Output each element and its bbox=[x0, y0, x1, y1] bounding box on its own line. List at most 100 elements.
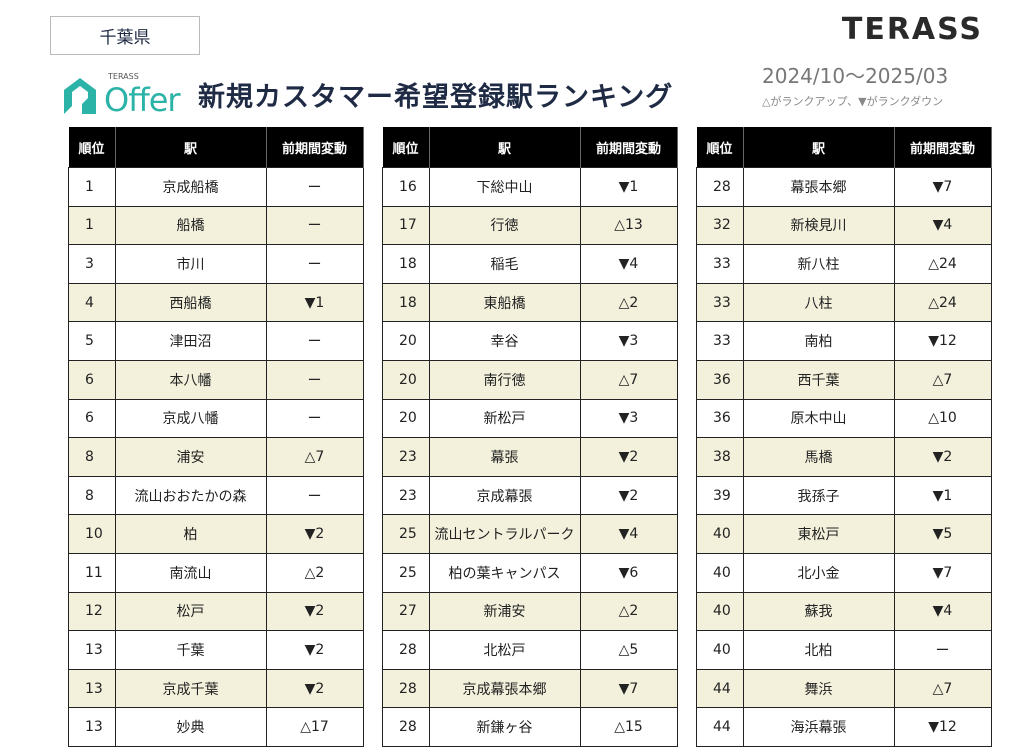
station-cell: 八柱 bbox=[742, 282, 895, 323]
station-cell: 幕張 bbox=[428, 437, 581, 477]
rank-cell: 40 bbox=[696, 514, 744, 554]
table-row: 3 市川ー bbox=[68, 244, 364, 284]
table-row: 33 南柏 ▼12 bbox=[696, 321, 992, 361]
station-cell: 海浜幕張 bbox=[742, 707, 895, 747]
rank-cell: 18 bbox=[382, 282, 430, 323]
change-cell: ー bbox=[265, 398, 364, 439]
station-cell: 舞浜 bbox=[742, 668, 895, 709]
change-cell: ー bbox=[265, 475, 364, 516]
rank-cell: 25 bbox=[382, 552, 430, 593]
rank-cell: 3 bbox=[68, 244, 116, 284]
change-cell: ー bbox=[265, 205, 364, 246]
table-row: 4 西船橋 ▼1 bbox=[68, 282, 364, 323]
change-cell: ▼2 bbox=[265, 591, 364, 632]
table-row: 36 原木中山 △10 bbox=[696, 398, 992, 439]
column-header: 駅 bbox=[743, 127, 895, 168]
rank-cell: 33 bbox=[696, 244, 744, 284]
table-header: 順位駅前期間変動 bbox=[696, 127, 992, 168]
change-cell: ▼2 bbox=[893, 437, 992, 477]
change-cell: ▼2 bbox=[265, 514, 364, 554]
table-row: 5 津田沼ー bbox=[68, 321, 364, 361]
rank-cell: 33 bbox=[696, 282, 744, 323]
change-cell: ▼3 bbox=[579, 321, 678, 361]
rank-cell: 13 bbox=[68, 668, 116, 709]
column-header: 前期間変動 bbox=[580, 127, 678, 168]
change-cell: ▼7 bbox=[893, 552, 992, 593]
station-cell: 市川 bbox=[114, 244, 267, 284]
table-header: 順位駅前期間変動 bbox=[382, 127, 678, 168]
station-cell: 南柏 bbox=[742, 321, 895, 361]
table-row: 18 稲毛 ▼4 bbox=[382, 244, 678, 284]
rank-cell: 6 bbox=[68, 359, 116, 400]
station-cell: 蘇我 bbox=[742, 591, 895, 632]
station-cell: 幸谷 bbox=[428, 321, 581, 361]
rank-cell: 17 bbox=[382, 205, 430, 246]
station-cell: 流山おおたかの森 bbox=[114, 475, 267, 516]
table-row: 28 幕張本郷 ▼7 bbox=[696, 167, 992, 207]
rank-cell: 36 bbox=[696, 398, 744, 439]
rank-cell: 6 bbox=[68, 398, 116, 439]
rank-cell: 10 bbox=[68, 514, 116, 554]
station-cell: 京成八幡 bbox=[114, 398, 267, 439]
station-cell: 津田沼 bbox=[114, 321, 267, 361]
station-cell: 稲毛 bbox=[428, 244, 581, 284]
change-cell: ▼4 bbox=[579, 514, 678, 554]
table-row: 40 東松戸 ▼5 bbox=[696, 514, 992, 554]
rank-cell: 33 bbox=[696, 321, 744, 361]
change-cell: ー bbox=[893, 630, 992, 670]
rank-cell: 13 bbox=[68, 630, 116, 670]
table-row: 40 北小金 ▼7 bbox=[696, 552, 992, 593]
rank-cell: 12 bbox=[68, 591, 116, 632]
table-row: 8 流山おおたかの森ー bbox=[68, 475, 364, 516]
table-row: 28 北松戸 △5 bbox=[382, 630, 678, 670]
prefecture-label: 千葉県 bbox=[50, 16, 200, 55]
station-cell: 本八幡 bbox=[114, 359, 267, 400]
rank-cell: 1 bbox=[68, 205, 116, 246]
table-row: 32 新検見川 ▼4 bbox=[696, 205, 992, 246]
change-cell: △17 bbox=[265, 707, 364, 747]
change-cell: △5 bbox=[579, 630, 678, 670]
terass-brand-logo: TERASS bbox=[841, 12, 983, 47]
ranking-table-2: 順位駅前期間変動 16 下総中山 ▼1 17 行徳 △13 18 稲毛 ▼4 18 東船橋 △2 20 幸谷… bbox=[382, 127, 678, 747]
station-cell: 馬橋 bbox=[742, 437, 895, 477]
station-cell: 行徳 bbox=[428, 205, 581, 246]
station-cell: 京成幕張 bbox=[428, 475, 581, 516]
table-row: 20 新松戸 ▼3 bbox=[382, 398, 678, 439]
rank-cell: 39 bbox=[696, 475, 744, 516]
change-cell: △7 bbox=[893, 359, 992, 400]
rank-cell: 5 bbox=[68, 321, 116, 361]
legend: △がランクアップ、▼がランクダウン bbox=[762, 95, 944, 108]
station-cell: 流山セントラルパーク bbox=[428, 514, 581, 554]
table-row: 1 船橋ー bbox=[68, 205, 364, 246]
rank-cell: 36 bbox=[696, 359, 744, 400]
rank-cell: 25 bbox=[382, 514, 430, 554]
station-cell: 柏の葉キャンパス bbox=[428, 552, 581, 593]
change-cell: ▼7 bbox=[579, 668, 678, 709]
change-cell: ▼1 bbox=[579, 167, 678, 207]
table-row: 40 蘇我 ▼4 bbox=[696, 591, 992, 632]
table-row: 20 幸谷 ▼3 bbox=[382, 321, 678, 361]
table-row: 40 北柏ー bbox=[696, 630, 992, 670]
station-cell: 京成船橋 bbox=[114, 167, 267, 207]
change-cell: ▼12 bbox=[893, 321, 992, 361]
station-cell: 幕張本郷 bbox=[742, 167, 895, 207]
station-cell: 新浦安 bbox=[428, 591, 581, 632]
rank-cell: 13 bbox=[68, 707, 116, 747]
station-cell: 新鎌ヶ谷 bbox=[428, 707, 581, 747]
change-cell: ▼2 bbox=[579, 437, 678, 477]
rank-cell: 20 bbox=[382, 359, 430, 400]
change-cell: ▼3 bbox=[579, 398, 678, 439]
station-cell: 西船橋 bbox=[114, 282, 267, 323]
column-header: 順位 bbox=[696, 127, 744, 168]
station-cell: 松戸 bbox=[114, 591, 267, 632]
table-row: 25 柏の葉キャンパス ▼6 bbox=[382, 552, 678, 593]
rank-cell: 40 bbox=[696, 630, 744, 670]
change-cell: ▼1 bbox=[893, 475, 992, 516]
station-cell: 船橋 bbox=[114, 205, 267, 246]
change-cell: △7 bbox=[893, 668, 992, 709]
table-row: 28 京成幕張本郷 ▼7 bbox=[382, 668, 678, 709]
change-cell: ▼2 bbox=[579, 475, 678, 516]
rank-cell: 4 bbox=[68, 282, 116, 323]
station-cell: 妙典 bbox=[114, 707, 267, 747]
station-cell: 西千葉 bbox=[742, 359, 895, 400]
